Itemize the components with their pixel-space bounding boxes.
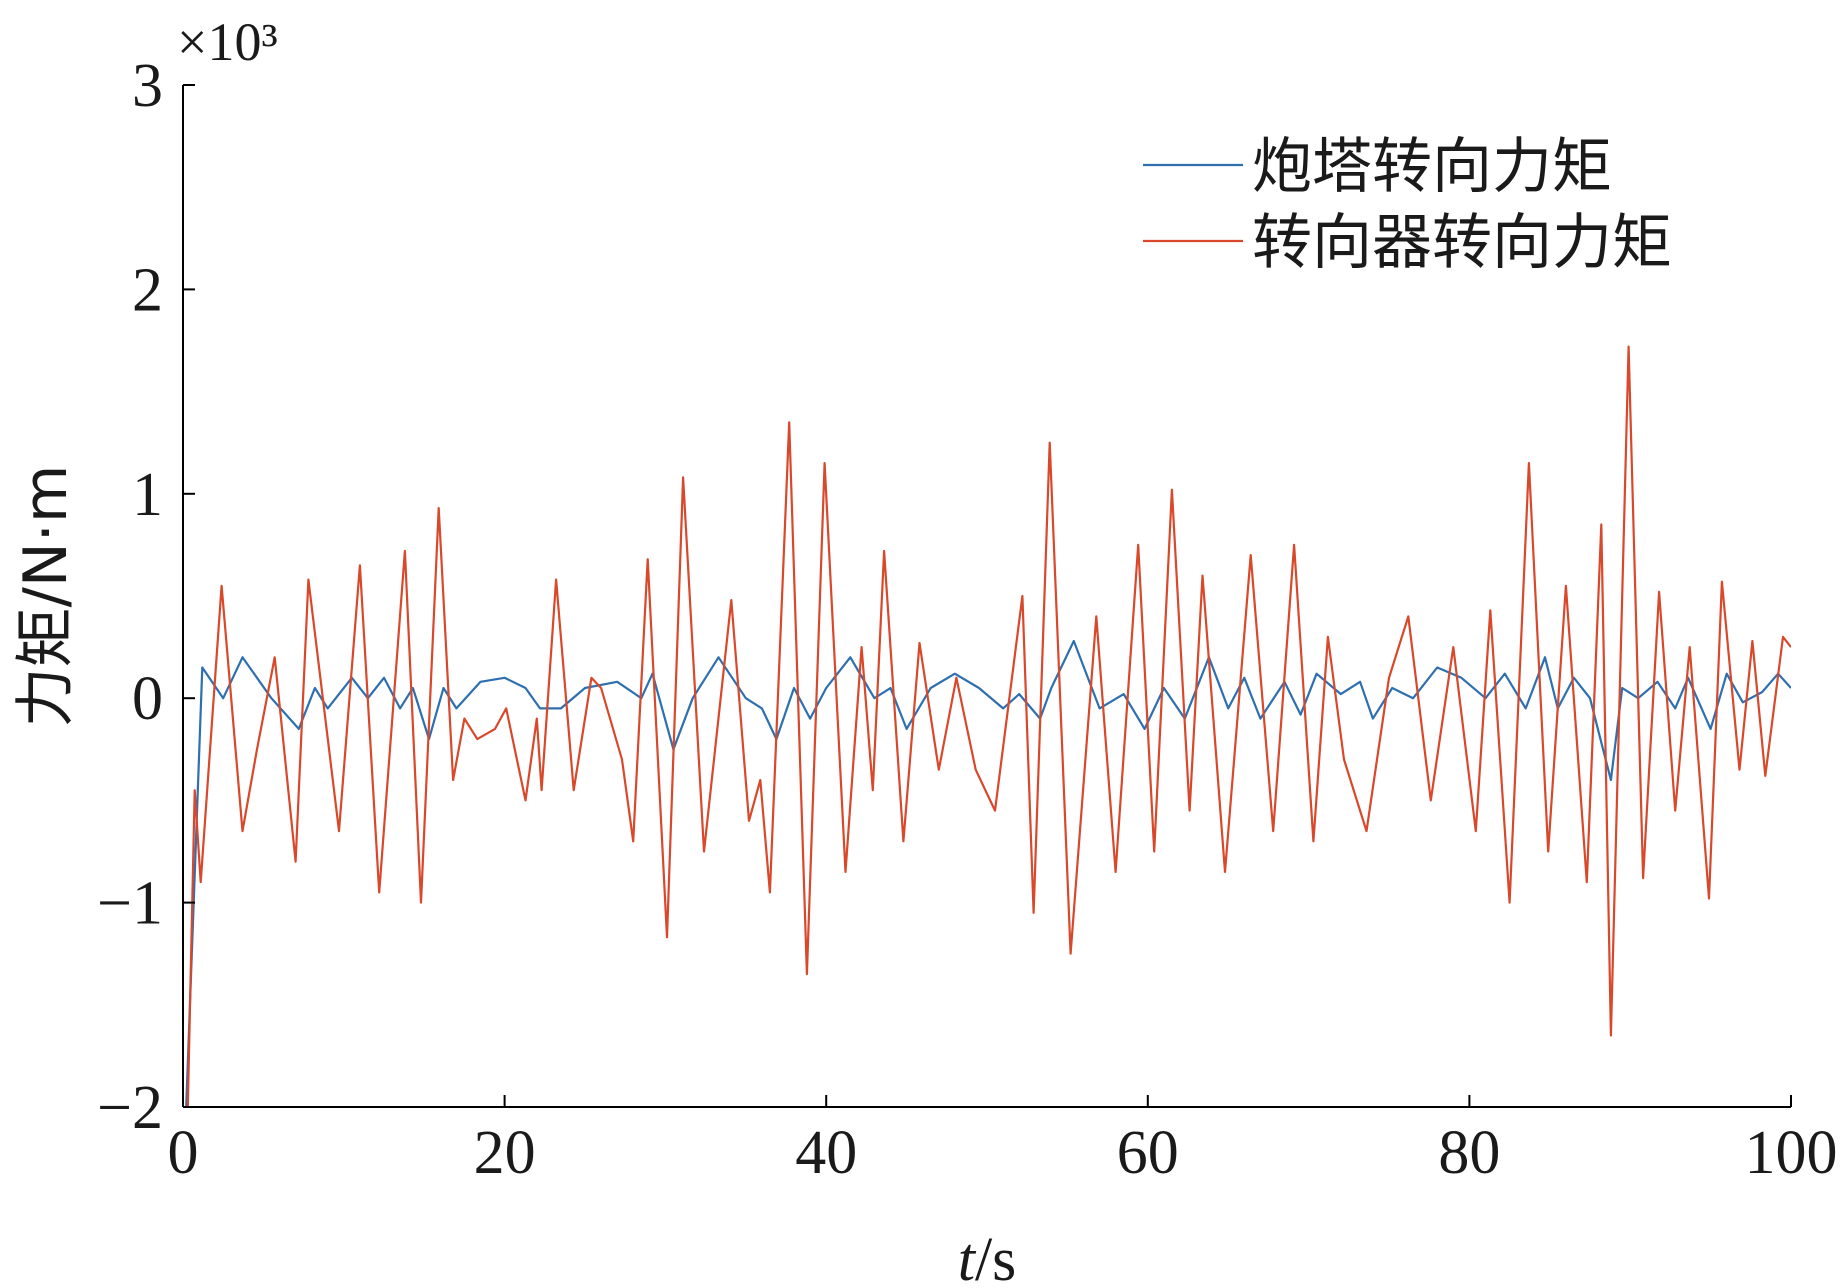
legend-label: 转向器转向力矩: [1252, 208, 1672, 278]
x-label-var: t: [958, 1226, 977, 1288]
x-tick-label: 60: [1117, 1119, 1179, 1187]
y-tick-label: 1: [132, 461, 163, 529]
y-tick-label: 0: [132, 665, 163, 733]
legend-label: 炮塔转向力矩: [1252, 132, 1612, 202]
x-tick-label: 80: [1438, 1119, 1500, 1187]
x-label-unit: /s: [975, 1226, 1016, 1288]
y-multiplier: ×10³: [177, 12, 278, 72]
x-tick-label: 0: [168, 1119, 199, 1187]
series-line: [185, 639, 1791, 1107]
y-axis-label: 力矩/N·m: [11, 465, 81, 728]
y-tick-label: 3: [132, 52, 163, 120]
x-axis-label: t/s: [958, 1226, 1017, 1288]
x-tick-label: 100: [1745, 1119, 1838, 1187]
y-tick-label: −1: [97, 870, 163, 938]
plot-area: [185, 345, 1791, 1107]
y-tick-label: −2: [97, 1074, 163, 1142]
x-tick-label: 40: [795, 1119, 857, 1187]
y-tick-label: 2: [132, 256, 163, 324]
x-tick-label: 20: [474, 1119, 536, 1187]
series-line: [186, 345, 1791, 1107]
